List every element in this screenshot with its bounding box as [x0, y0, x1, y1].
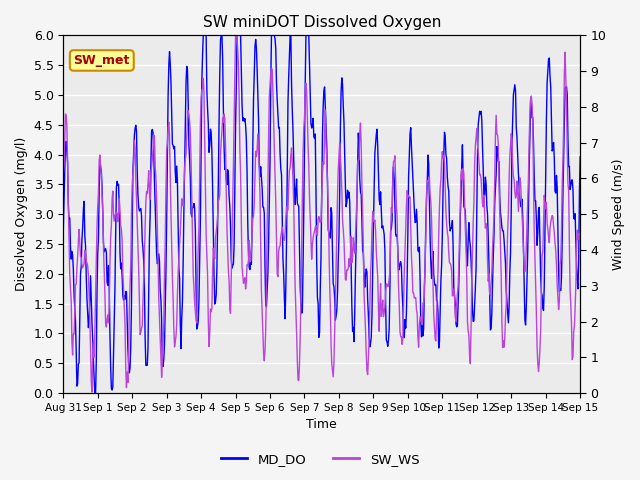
Legend: MD_DO, SW_WS: MD_DO, SW_WS	[216, 447, 424, 471]
Text: SW_met: SW_met	[74, 54, 130, 67]
Y-axis label: Wind Speed (m/s): Wind Speed (m/s)	[612, 158, 625, 270]
X-axis label: Time: Time	[307, 419, 337, 432]
Y-axis label: Dissolved Oxygen (mg/l): Dissolved Oxygen (mg/l)	[15, 137, 28, 291]
Title: SW miniDOT Dissolved Oxygen: SW miniDOT Dissolved Oxygen	[202, 15, 441, 30]
